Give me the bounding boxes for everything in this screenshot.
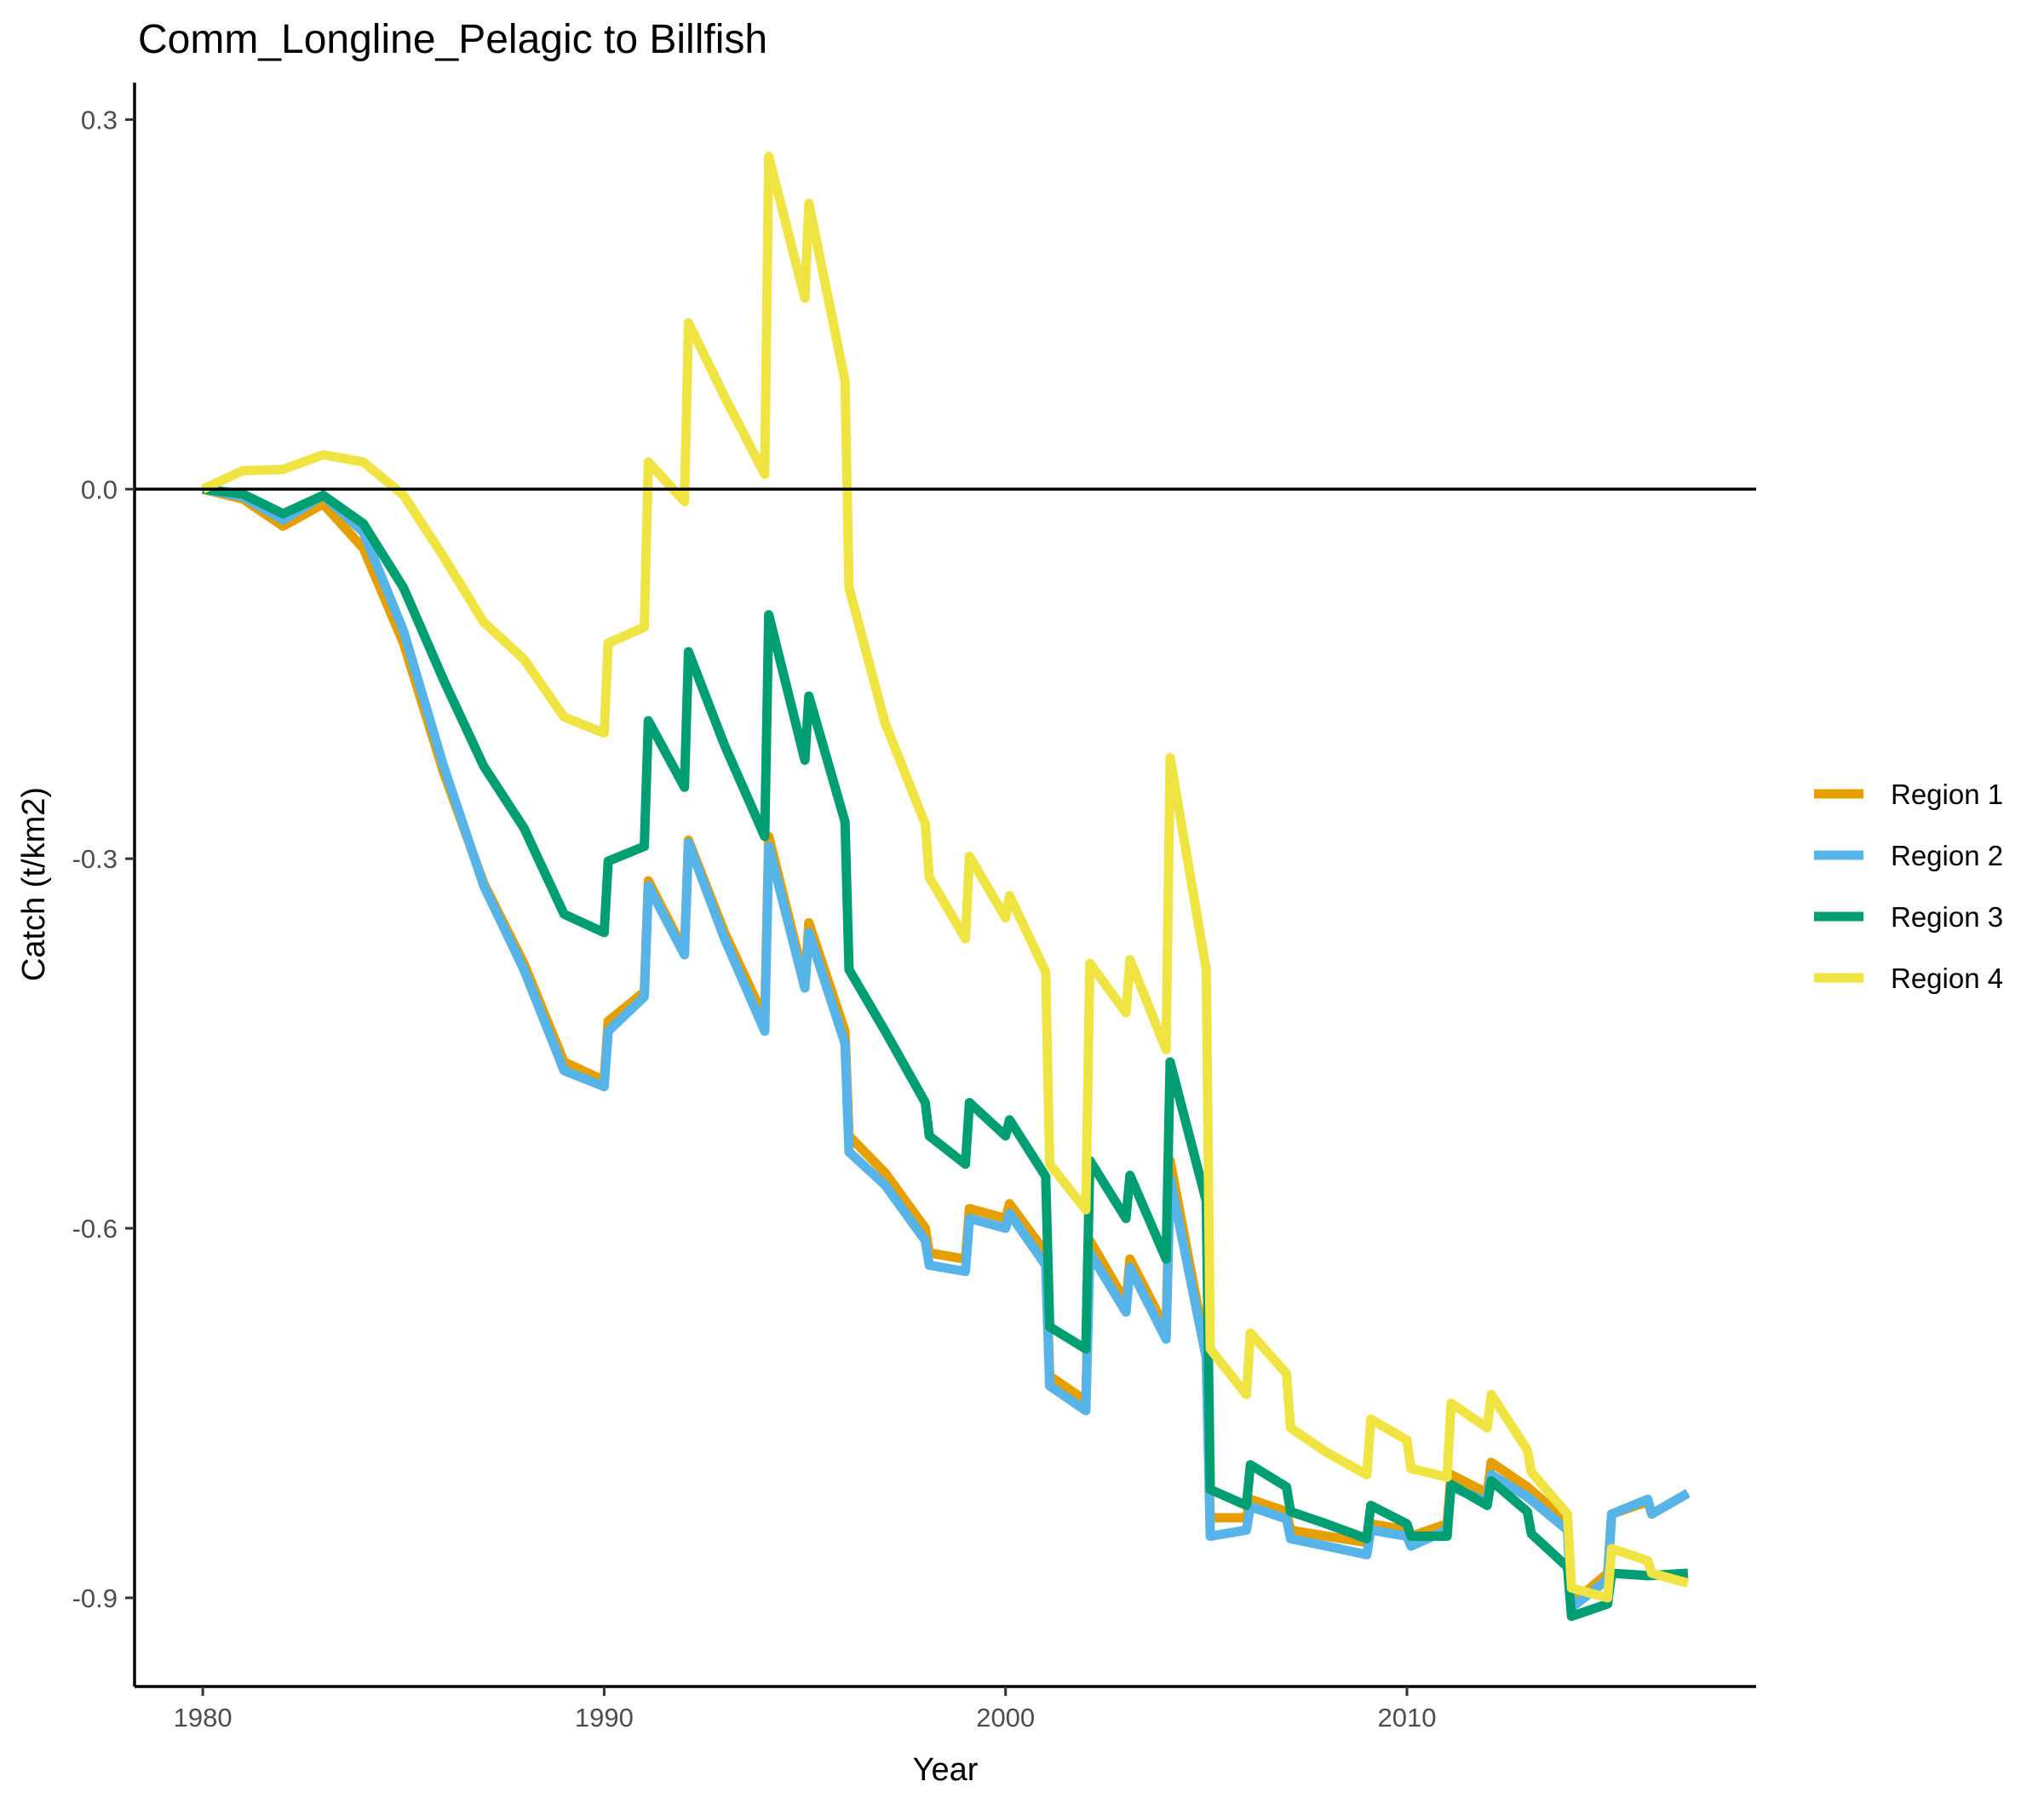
y-tick-label: -0.3 <box>72 844 118 874</box>
x-axis-label: Year <box>913 1752 979 1788</box>
x-tick-label: 2010 <box>1377 1703 1436 1733</box>
y-tick-label: 0.3 <box>81 105 118 135</box>
x-tick-label: 2000 <box>976 1703 1035 1733</box>
series-line-region-4 <box>200 152 1690 1603</box>
legend-label-region-4: Region 4 <box>1891 963 2003 994</box>
series-line-region-3 <box>202 484 1689 1622</box>
x-tick-label: 1990 <box>575 1703 634 1733</box>
y-axis-ticks: 0.3 0.0 -0.3 -0.6 -0.9 <box>72 105 135 1613</box>
series-layer <box>200 152 1691 1622</box>
y-tick-label: -0.9 <box>72 1583 118 1613</box>
legend-label-region-2: Region 2 <box>1891 840 2003 871</box>
x-axis-ticks: 1980 1990 2000 2010 <box>174 1687 1436 1733</box>
x-tick-label: 1980 <box>174 1703 233 1733</box>
chart-title: Comm_Longline_Pelagic to Billfish <box>138 17 767 62</box>
legend-label-region-3: Region 3 <box>1891 901 2003 933</box>
y-tick-label: -0.6 <box>72 1214 118 1244</box>
y-axis-label: Catch (t/km2) <box>16 787 52 981</box>
legend-label-region-1: Region 1 <box>1891 779 2003 810</box>
legend: Region 1 Region 2 Region 3 Region 4 <box>1814 779 2003 994</box>
y-tick-label: 0.0 <box>81 474 118 504</box>
